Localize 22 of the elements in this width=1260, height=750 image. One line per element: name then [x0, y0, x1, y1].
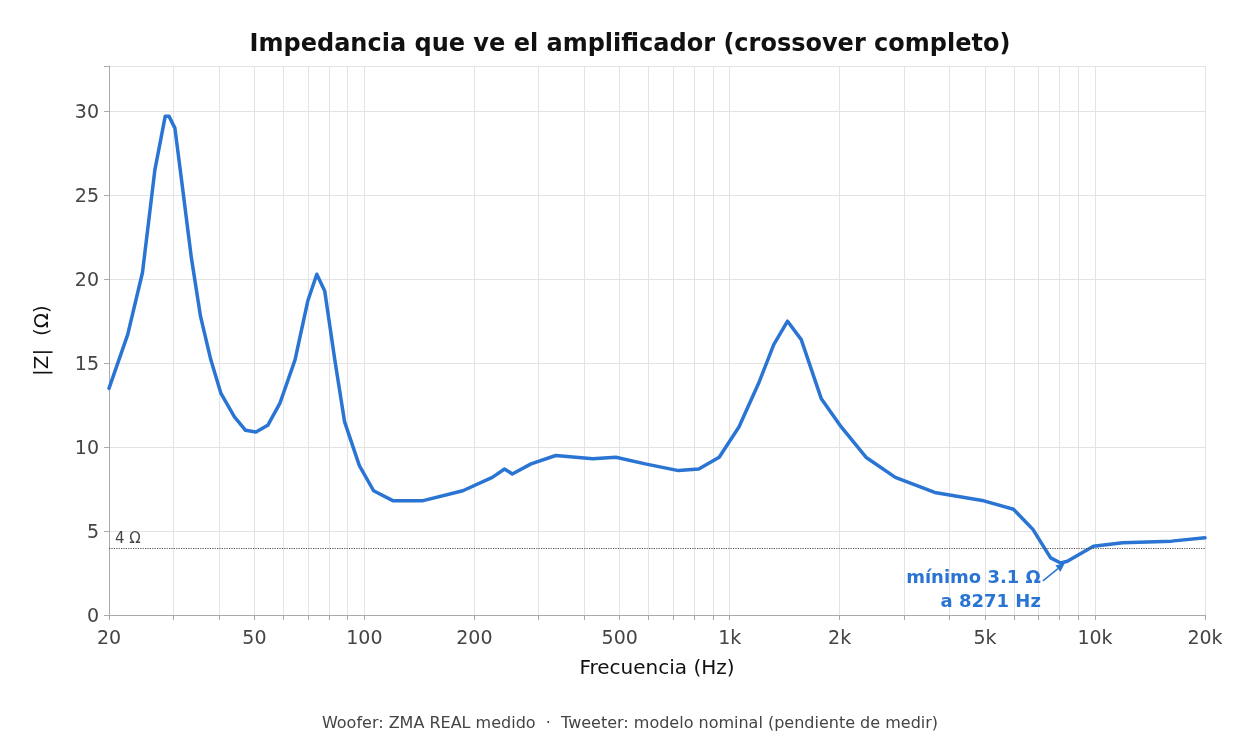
y-tick-label: 15 [74, 352, 99, 375]
text: Woofer: ZMA REAL medido · Tweeter: modelo nominal (pendiente de medir) [321, 712, 939, 732]
x-tick-label: 20k [1187, 625, 1223, 648]
chart-title: Impedancia que ve el amplificador (crossover completo) [249, 29, 1011, 57]
x-tick-label: 500 [601, 625, 638, 648]
x-tick-label: 10k [1077, 625, 1113, 648]
y-tick-label: 10 [74, 436, 99, 459]
x-tick-label: 100 [346, 625, 383, 648]
y-tick-label: 0 [86, 604, 99, 626]
x-tick-label: 50 [242, 625, 267, 648]
x-tick-label: 1k [718, 625, 742, 648]
annotation: mínimo 3.1 Ω a 8271 Hz [906, 566, 1041, 612]
x-tick-label: 200 [456, 625, 493, 648]
y-tick-label: 5 [86, 520, 99, 543]
x-tick-label: 2k [828, 625, 852, 648]
x-tick-label: 5k [973, 625, 997, 648]
x-axis-title: Frecuencia (Hz) [579, 655, 735, 679]
ref-line-label: 4 Ω [115, 529, 141, 548]
y-tick-label: 25 [74, 184, 99, 207]
y-tick-label: 30 [74, 100, 99, 123]
y-axis-title: |Z| (Ω) [29, 305, 53, 376]
y-tick-label: 20 [74, 268, 99, 291]
